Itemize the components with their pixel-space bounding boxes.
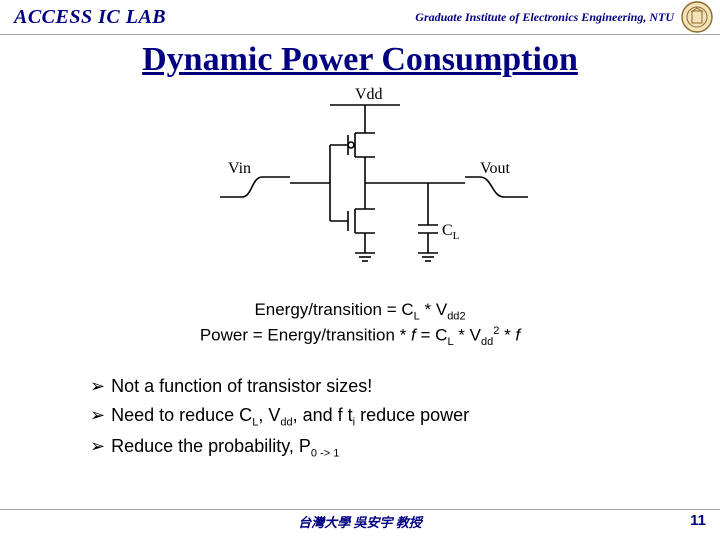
lab-name: ACCESS IC LAB xyxy=(0,6,166,29)
cl-sub: L xyxy=(453,230,460,242)
bullet-list: ➢ Not a function of transistor sizes! ➢ … xyxy=(90,372,720,463)
bullet-mark-icon: ➢ xyxy=(90,432,105,461)
page-number: 11 xyxy=(690,512,706,529)
page-title: Dynamic Power Consumption xyxy=(0,41,720,79)
footer: 台灣大學 吳安宇 教授 11 xyxy=(0,509,720,534)
formula-line-2: Power = Energy/transition * f = CL * Vdd… xyxy=(0,324,720,350)
ntu-logo-icon xyxy=(680,0,714,34)
circuit-diagram: Vdd Vin xyxy=(0,85,720,295)
institute-name: Graduate Institute of Electronics Engine… xyxy=(166,10,680,25)
bullet-item-2: ➢ Need to reduce CL, Vdd, and f ti reduc… xyxy=(90,401,720,432)
bullet-mark-icon: ➢ xyxy=(90,372,105,401)
cl-label: C xyxy=(442,222,453,239)
footer-credit: 台灣大學 吳安宇 教授 xyxy=(298,512,422,531)
vin-label: Vin xyxy=(228,160,251,177)
vdd-label: Vdd xyxy=(355,86,383,103)
header: ACCESS IC LAB Graduate Institute of Elec… xyxy=(0,0,720,35)
formula-block: Energy/transition = CL * Vdd2 Power = En… xyxy=(0,299,720,350)
bullet-mark-icon: ➢ xyxy=(90,401,105,430)
vout-label: Vout xyxy=(480,160,510,177)
svg-text:CL: CL xyxy=(442,222,460,242)
bullet-item-1: ➢ Not a function of transistor sizes! xyxy=(90,372,720,401)
bullet-item-3: ➢ Reduce the probability, P0 -> 1 xyxy=(90,432,720,463)
formula-line-1: Energy/transition = CL * Vdd2 xyxy=(0,299,720,324)
